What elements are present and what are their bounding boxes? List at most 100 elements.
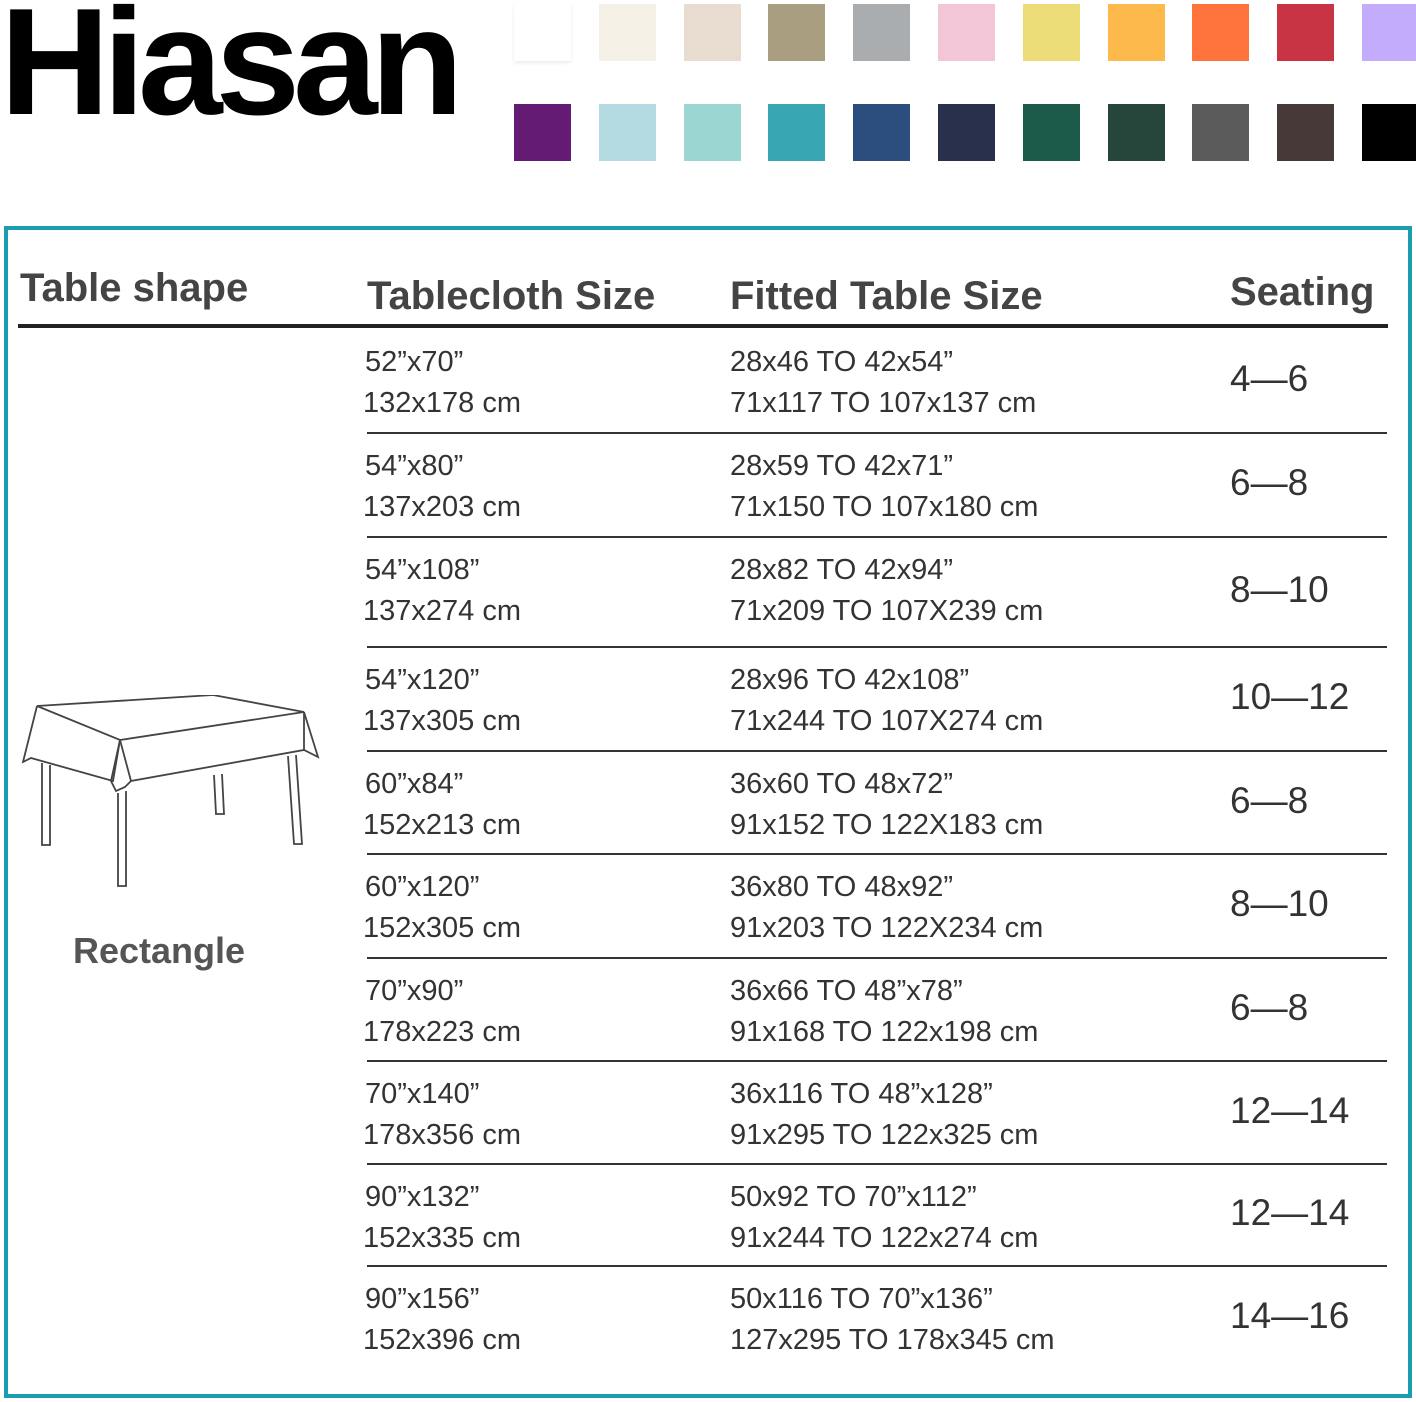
tablecloth-size-cm: 152x305 cm: [363, 912, 521, 944]
color-swatch: [1192, 104, 1250, 161]
tablecloth-size-inches: 54”x108”: [365, 554, 480, 586]
seating-range: 6—8: [1230, 462, 1309, 503]
tablecloth-size-inches: 54”x80”: [365, 450, 464, 482]
color-swatch: [853, 104, 911, 161]
shape-label: Rectangle: [73, 930, 246, 971]
tablecloth-size-inches: 54”x120”: [365, 664, 480, 696]
color-swatch: [1022, 4, 1080, 61]
tablecloth-size-inches: 70”x90”: [365, 975, 464, 1007]
color-swatch: [1277, 104, 1335, 161]
tablecloth-size-cm: 132x178 cm: [363, 387, 521, 419]
tablecloth-size-inches: 52”x70”: [365, 346, 464, 378]
table-row: 60”x84” 152x213 cm 36x60 TO 48x72” 91x152 T…: [363, 752, 1387, 855]
table-row: 54”x120” 137x305 cm 28x96 TO 42x108” 71x244…: [363, 648, 1387, 752]
tablecloth-size-cm: 178x356 cm: [363, 1119, 521, 1151]
fitted-size-cm: 71x117 TO 107x137 cm: [730, 387, 1037, 419]
seating-range: 6—8: [1230, 986, 1309, 1028]
fitted-size-cm: 71x209 TO 107X239 cm: [730, 595, 1044, 627]
seating-range: 6—8: [1230, 779, 1309, 821]
color-swatch: [598, 104, 656, 161]
row-divider: [367, 536, 1387, 538]
table-row: 70”x90” 178x223 cm 36x66 TO 48”x78” 91x168 …: [363, 959, 1387, 1062]
fitted-size-inches: 50x92 TO 70”x112”: [730, 1181, 977, 1213]
table-row: 54”x108” 137x274 cm 28x82 TO 42x94” 71x209 …: [363, 538, 1387, 648]
color-swatch: [1192, 4, 1250, 61]
table-row: 52”x70” 132x178 cm 28x46 TO 42x54” 71x117 T…: [363, 330, 1387, 434]
color-swatch: [1022, 104, 1080, 161]
seating-range: 10—12: [1230, 676, 1350, 717]
tablecloth-size-inches: 60”x120”: [365, 871, 480, 903]
color-swatch: [1107, 104, 1165, 161]
fitted-size-cm: 71x244 TO 107X274 cm: [730, 705, 1044, 737]
fitted-size-cm: 127x295 TO 178x345 cm: [730, 1324, 1055, 1356]
table-row: 90”x156” 152x396 cm 50x116 TO 70”x136” 127x…: [363, 1267, 1387, 1370]
color-swatch: [768, 4, 826, 61]
seating-range: 4—6: [1230, 358, 1309, 399]
brand-logo: Hiasan: [0, 0, 463, 147]
tablecloth-size-cm: 178x223 cm: [363, 1016, 521, 1048]
row-divider: [367, 1163, 1387, 1165]
tablecloth-size-inches: 90”x156”: [365, 1283, 480, 1315]
fitted-size-cm: 71x150 TO 107x180 cm: [730, 491, 1039, 523]
fitted-size-inches: 50x116 TO 70”x136”: [730, 1283, 993, 1315]
color-swatch: [853, 4, 911, 61]
fitted-size-cm: 91x203 TO 122X234 cm: [730, 912, 1044, 944]
header-seating: Seating: [1230, 270, 1375, 314]
row-divider: [367, 646, 1387, 648]
color-swatch: [1362, 4, 1416, 61]
tablecloth-size-cm: 137x274 cm: [363, 595, 521, 627]
header-tablecloth-size: Tablecloth Size: [367, 274, 656, 318]
size-chart-frame: [4, 226, 1412, 1398]
tablecloth-size-inches: 60”x84”: [365, 768, 464, 800]
table-row: 54”x80” 137x203 cm 28x59 TO 42x71” 71x150 T…: [363, 434, 1387, 538]
header-table-shape: Table shape: [20, 266, 249, 310]
color-swatch: [683, 4, 741, 61]
rectangle-table-icon: [21, 695, 320, 887]
tablecloth-size-cm: 152x213 cm: [363, 809, 521, 841]
row-divider: [367, 957, 1387, 959]
tablecloth-size-inches: 70”x140”: [365, 1078, 480, 1110]
fitted-size-cm: 91x152 TO 122X183 cm: [730, 809, 1044, 841]
header-divider: [18, 324, 1388, 328]
fitted-size-inches: 36x60 TO 48x72”: [730, 768, 954, 800]
tablecloth-size-cm: 152x396 cm: [363, 1324, 521, 1356]
table-row: 70”x140” 178x356 cm 36x116 TO 48”x128” 91x2…: [363, 1062, 1387, 1165]
row-divider: [367, 750, 1387, 752]
fitted-size-inches: 36x116 TO 48”x128”: [730, 1078, 993, 1110]
seating-range: 12—14: [1230, 1089, 1350, 1131]
color-swatch: [1277, 4, 1335, 61]
header-fitted-table-size: Fitted Table Size: [730, 274, 1043, 318]
row-divider: [367, 853, 1387, 855]
color-swatch: [938, 104, 995, 161]
fitted-size-inches: 36x80 TO 48x92”: [730, 871, 954, 903]
fitted-size-inches: 28x82 TO 42x94”: [730, 554, 954, 586]
tablecloth-size-cm: 137x203 cm: [363, 491, 521, 523]
color-swatch: [938, 4, 995, 61]
seating-range: 14—16: [1230, 1294, 1350, 1336]
table-row: 60”x120” 152x305 cm 36x80 TO 48x92” 91x203 …: [363, 855, 1387, 959]
tablecloth-size-cm: 152x335 cm: [363, 1222, 521, 1254]
fitted-size-cm: 91x244 TO 122x274 cm: [730, 1222, 1039, 1254]
color-swatch: [1107, 4, 1165, 61]
fitted-size-inches: 28x96 TO 42x108”: [730, 664, 970, 696]
fitted-size-cm: 91x168 TO 122x198 cm: [730, 1016, 1039, 1048]
color-swatch: [768, 104, 826, 161]
row-divider: [367, 432, 1387, 434]
color-swatch: [514, 104, 571, 161]
tablecloth-size-inches: 90”x132”: [365, 1181, 480, 1213]
row-divider: [367, 1060, 1387, 1062]
seating-range: 12—14: [1230, 1192, 1350, 1233]
color-swatch: [514, 4, 571, 61]
table-row: 90”x132” 152x335 cm 50x92 TO 70”x112” 91x24…: [363, 1165, 1387, 1267]
color-swatch: [1362, 104, 1416, 161]
tablecloth-size-cm: 137x305 cm: [363, 705, 521, 737]
row-divider: [367, 1265, 1387, 1267]
color-swatch: [598, 4, 656, 61]
seating-range: 8—10: [1230, 883, 1329, 924]
fitted-size-inches: 28x59 TO 42x71”: [730, 450, 954, 482]
seating-range: 8—10: [1230, 569, 1329, 610]
fitted-size-inches: 28x46 TO 42x54”: [730, 346, 954, 378]
fitted-size-inches: 36x66 TO 48”x78”: [730, 975, 963, 1007]
color-swatch: [683, 104, 741, 161]
fitted-size-cm: 91x295 TO 122x325 cm: [730, 1119, 1039, 1151]
